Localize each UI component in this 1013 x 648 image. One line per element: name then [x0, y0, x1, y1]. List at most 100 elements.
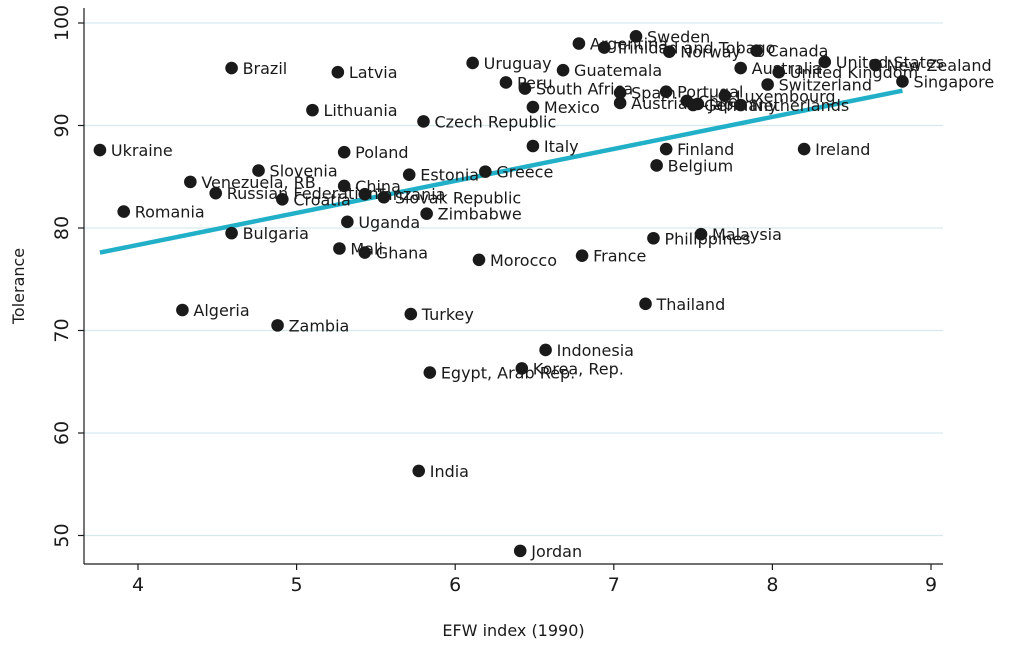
point-label: Croatia: [293, 190, 351, 209]
data-point: [331, 65, 345, 79]
fit-line: [99, 88, 903, 255]
point-label: India: [430, 462, 469, 481]
data-point: [117, 205, 131, 218]
data-point: [358, 246, 372, 259]
data-point: [575, 249, 589, 262]
point-label: Trinidad and Tobago: [614, 39, 775, 58]
data-point: [341, 215, 354, 229]
data-point: [466, 56, 479, 70]
point-label: Korea, Rep.: [533, 359, 624, 378]
point-label: Egypt, Arab Rep.: [441, 364, 575, 383]
data-point: [526, 100, 540, 114]
data-point: [417, 115, 430, 128]
data-point: [772, 65, 786, 79]
x-tick-label: 9: [925, 574, 937, 596]
data-point: [761, 78, 774, 91]
point-label: Belgium: [668, 156, 734, 175]
point-label: Jordan: [530, 542, 582, 561]
y-tick-label: 70: [51, 318, 73, 342]
point-label: United States: [836, 53, 944, 72]
data-point: [252, 164, 265, 177]
point-label: France: [593, 247, 646, 266]
data-point: [423, 366, 437, 379]
point-label: Zimbabwe: [438, 205, 522, 224]
fit-line-layer: [99, 88, 903, 255]
data-point: [718, 89, 732, 103]
point-label: Ireland: [815, 140, 870, 159]
data-point: [896, 75, 909, 88]
point-labels: Ukraine Romania Algeria Venezuela, RBRussia…: [111, 27, 994, 561]
point-label: Finland: [677, 140, 734, 159]
data-point: [691, 97, 705, 111]
data-point: [479, 165, 492, 178]
data-point: [271, 319, 284, 332]
y-tick-label: 90: [51, 113, 73, 137]
data-point: [694, 227, 708, 241]
data-point: [333, 242, 346, 255]
point-label: Bulgaria: [243, 224, 309, 243]
point-label: Ukraine: [111, 141, 173, 160]
data-point: [556, 63, 570, 77]
data-point: [797, 142, 811, 156]
point-label: Luxembourg: [736, 87, 836, 106]
data-point: [818, 55, 832, 69]
y-tick-label: 60: [51, 421, 73, 445]
data-point: [404, 307, 418, 321]
point-label: Austria: [631, 94, 688, 113]
data-point: [659, 85, 673, 98]
x-axis-title: EFW index (1990): [442, 621, 584, 640]
point-label: Switzerland: [779, 76, 872, 95]
x-tick-label: 8: [766, 574, 778, 596]
data-point: [597, 41, 611, 54]
data-point: [869, 58, 882, 72]
point-label: New Zealand: [886, 56, 991, 75]
point-label: Italy: [544, 137, 579, 156]
point-label: Estonia: [420, 166, 479, 185]
data-point: [515, 362, 529, 375]
y-tick-label: 80: [51, 216, 73, 240]
y-axis-title: Tolerance: [9, 248, 28, 325]
data-point: [176, 303, 189, 317]
point-label: Zambia: [289, 316, 350, 335]
data-point: [184, 175, 197, 189]
data-point: [613, 96, 627, 110]
data-point: [337, 179, 351, 193]
data-point: [377, 190, 391, 204]
point-label: Lithuania: [323, 101, 397, 120]
point-label: Slovenia: [270, 162, 338, 181]
point-label: Malaysia: [712, 225, 782, 244]
point-label: Chile: [698, 92, 738, 111]
data-points: [93, 30, 909, 558]
point-label: Romania: [135, 203, 205, 222]
data-point: [539, 343, 552, 357]
data-point: [472, 253, 486, 267]
data-point: [639, 297, 652, 311]
point-label: Brazil: [243, 59, 288, 78]
x-tick-label: 5: [291, 574, 303, 596]
point-label: Poland: [355, 143, 408, 162]
point-label: Ghana: [376, 244, 428, 263]
point-label: Germany: [704, 96, 778, 115]
data-point: [225, 61, 238, 75]
point-label: United Kingdom: [790, 63, 918, 82]
data-point: [647, 231, 660, 245]
point-label: China: [355, 177, 401, 196]
point-label: Netherlands: [752, 96, 850, 115]
x-tick-label: 7: [608, 574, 620, 596]
point-label: Uruguay: [484, 54, 552, 73]
data-point: [650, 159, 663, 172]
point-label: Indonesia: [557, 341, 634, 360]
data-point: [663, 45, 676, 58]
data-point: [412, 464, 426, 478]
point-label: Slovak Republic: [395, 188, 521, 207]
point-label: Peru: [517, 73, 553, 92]
data-point: [402, 168, 416, 181]
data-point: [526, 139, 540, 153]
point-label: Guatemala: [574, 61, 662, 80]
data-point: [337, 145, 351, 159]
point-label: Australia: [752, 59, 823, 78]
point-label: Singapore: [913, 72, 994, 91]
point-label: Mexico: [544, 98, 600, 117]
data-point: [276, 193, 289, 206]
point-label: Turkey: [421, 305, 474, 324]
